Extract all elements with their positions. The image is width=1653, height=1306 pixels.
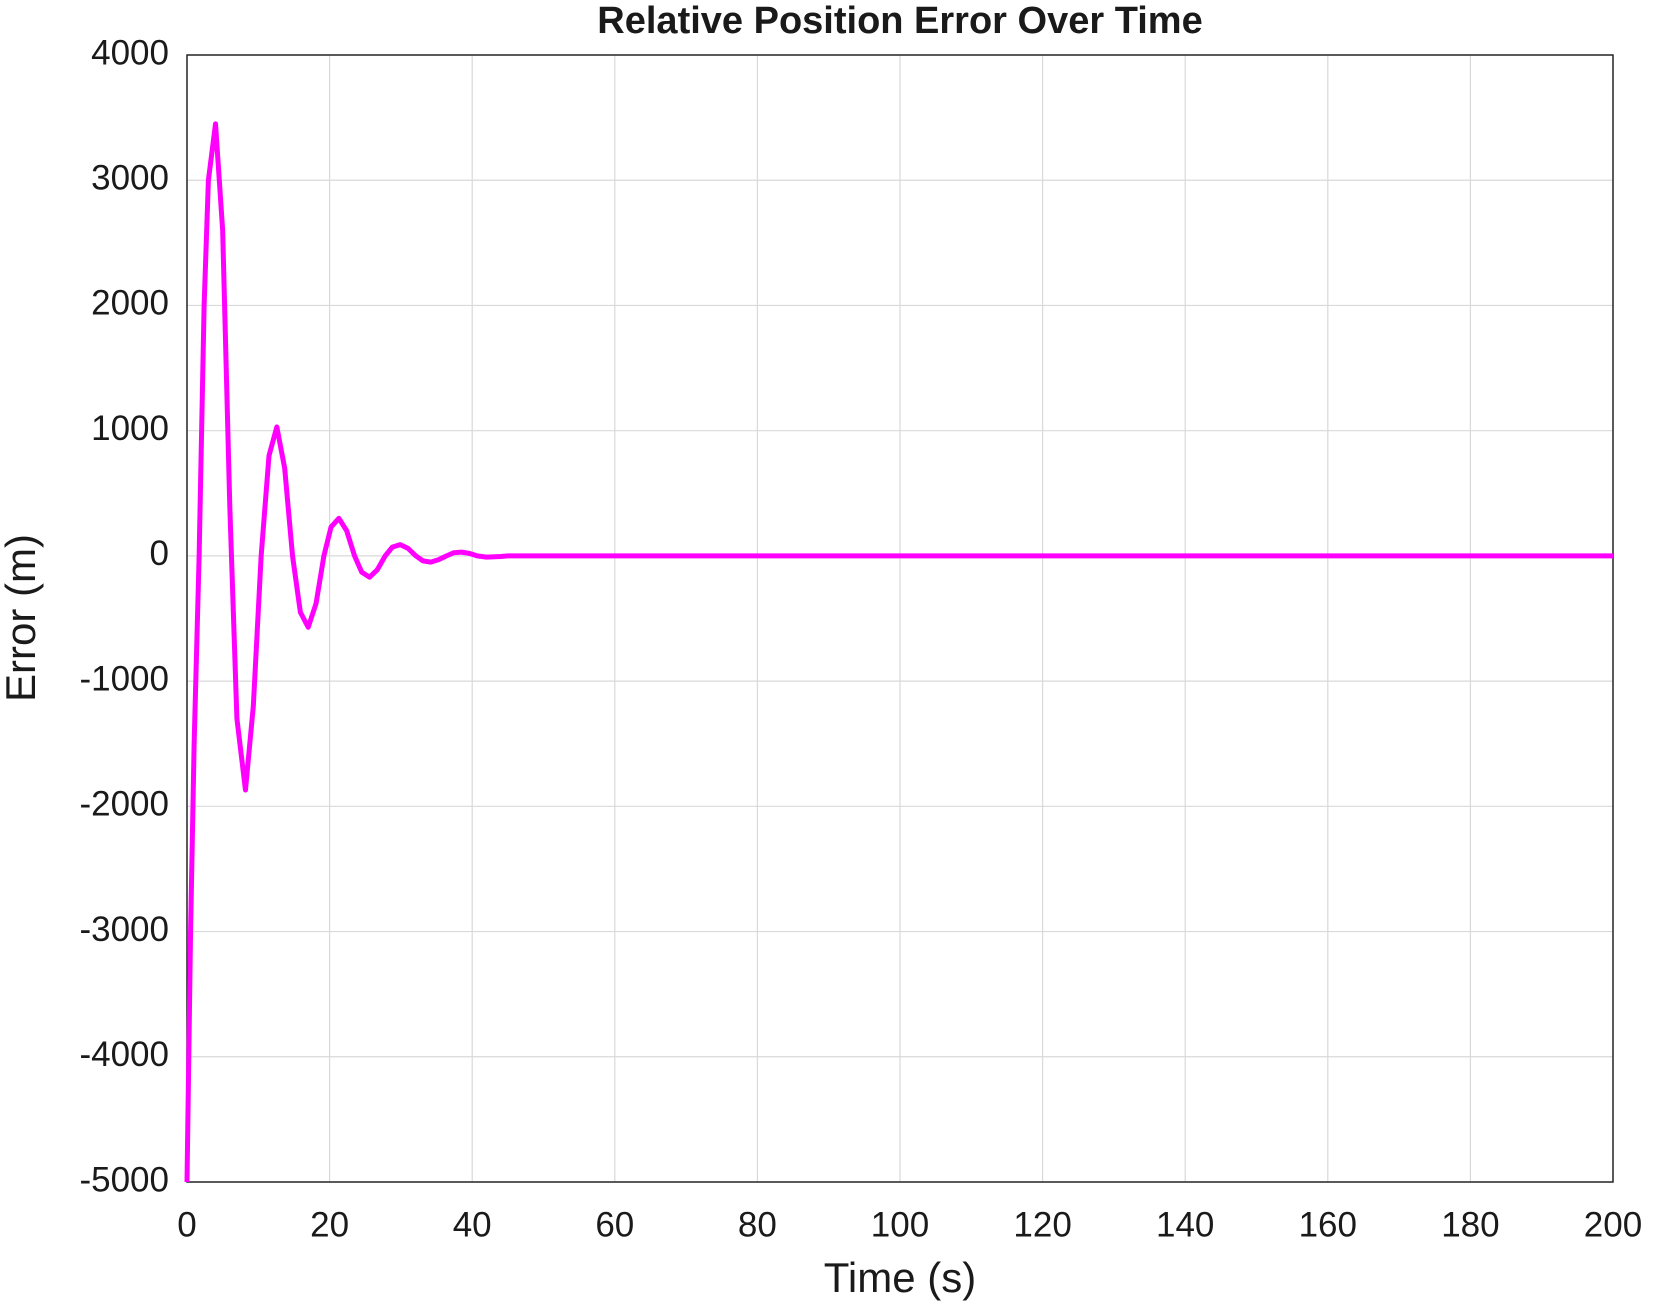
y-tick-label: -4000	[79, 1035, 169, 1074]
x-tick-label: 100	[871, 1205, 929, 1244]
x-axis-label: Time (s)	[824, 1254, 976, 1301]
x-tick-label: 180	[1441, 1205, 1499, 1244]
y-tick-label: 0	[150, 534, 169, 573]
y-tick-label: -5000	[79, 1160, 169, 1199]
y-tick-label: 4000	[91, 33, 169, 72]
x-tick-label: 200	[1584, 1205, 1642, 1244]
x-tick-label: 160	[1299, 1205, 1357, 1244]
plot-frame	[186, 54, 1614, 1183]
x-tick-label: 0	[177, 1205, 196, 1244]
x-tick-label: 20	[310, 1205, 349, 1244]
y-tick-label: 1000	[91, 409, 169, 448]
x-tick-label: 140	[1156, 1205, 1214, 1244]
y-tick-label: -2000	[79, 785, 169, 824]
y-tick-label: 2000	[91, 284, 169, 323]
chart-title: Relative Position Error Over Time	[597, 0, 1202, 42]
y-axis-label: Error (m)	[0, 534, 44, 702]
x-tick-label: 120	[1013, 1205, 1071, 1244]
x-tick-label: 40	[453, 1205, 492, 1244]
x-tick-label: 80	[738, 1205, 777, 1244]
y-tick-label: -3000	[79, 910, 169, 949]
y-tick-label: 3000	[91, 158, 169, 197]
y-tick-label: -1000	[79, 659, 169, 698]
x-tick-label: 60	[595, 1205, 634, 1244]
data-line	[184, 121, 1613, 1183]
